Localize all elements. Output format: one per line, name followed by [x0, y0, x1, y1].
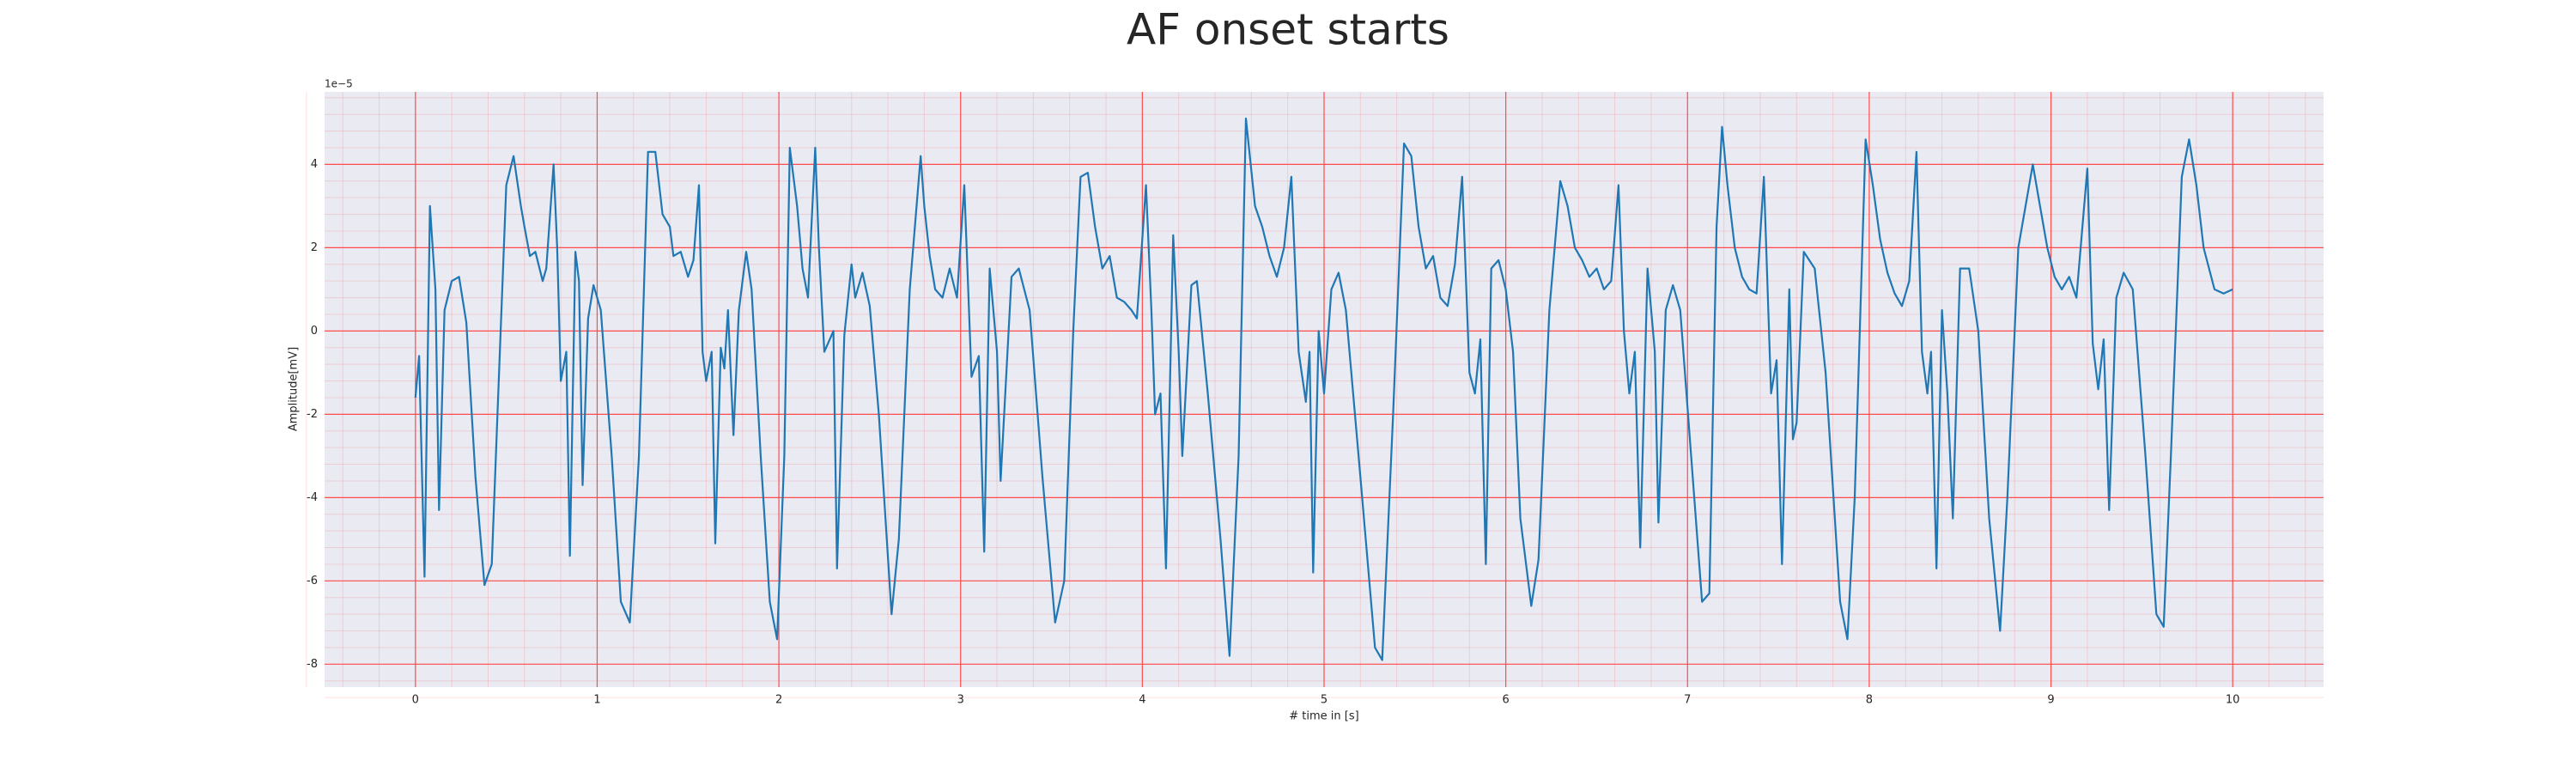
x-tick-label: 7 [1684, 694, 1691, 707]
y-tick-label: -6 [307, 575, 318, 587]
y-tick-label: -2 [307, 408, 318, 421]
y-tick-label: -4 [307, 491, 318, 504]
x-tick-label: 5 [1321, 694, 1327, 707]
line-series [414, 117, 2233, 661]
x-tick-label: 1 [593, 694, 600, 707]
x-tick-label: 9 [2047, 694, 2054, 707]
x-axis-label: # time in [s] [1289, 710, 1358, 723]
x-tick-label: 6 [1502, 694, 1509, 707]
y-tick-label: 2 [311, 241, 318, 254]
grid [306, 92, 2324, 698]
x-tick-label: 2 [775, 694, 782, 707]
y-tick-label: 0 [311, 325, 318, 338]
y-tick-label: 4 [311, 158, 318, 171]
x-tick-label: 3 [957, 694, 964, 707]
x-tick-label: 0 [412, 694, 419, 707]
x-tick-label: 10 [2226, 694, 2240, 707]
x-tick-label: 4 [1139, 694, 1145, 707]
x-tick-label: 8 [1866, 694, 1873, 707]
chart-title: AF onset starts [1127, 5, 1449, 55]
offset-label: 1e−5 [325, 78, 353, 90]
y-tick-label: -8 [307, 658, 318, 671]
y-axis-label: Amplitude[mV] [288, 347, 301, 431]
